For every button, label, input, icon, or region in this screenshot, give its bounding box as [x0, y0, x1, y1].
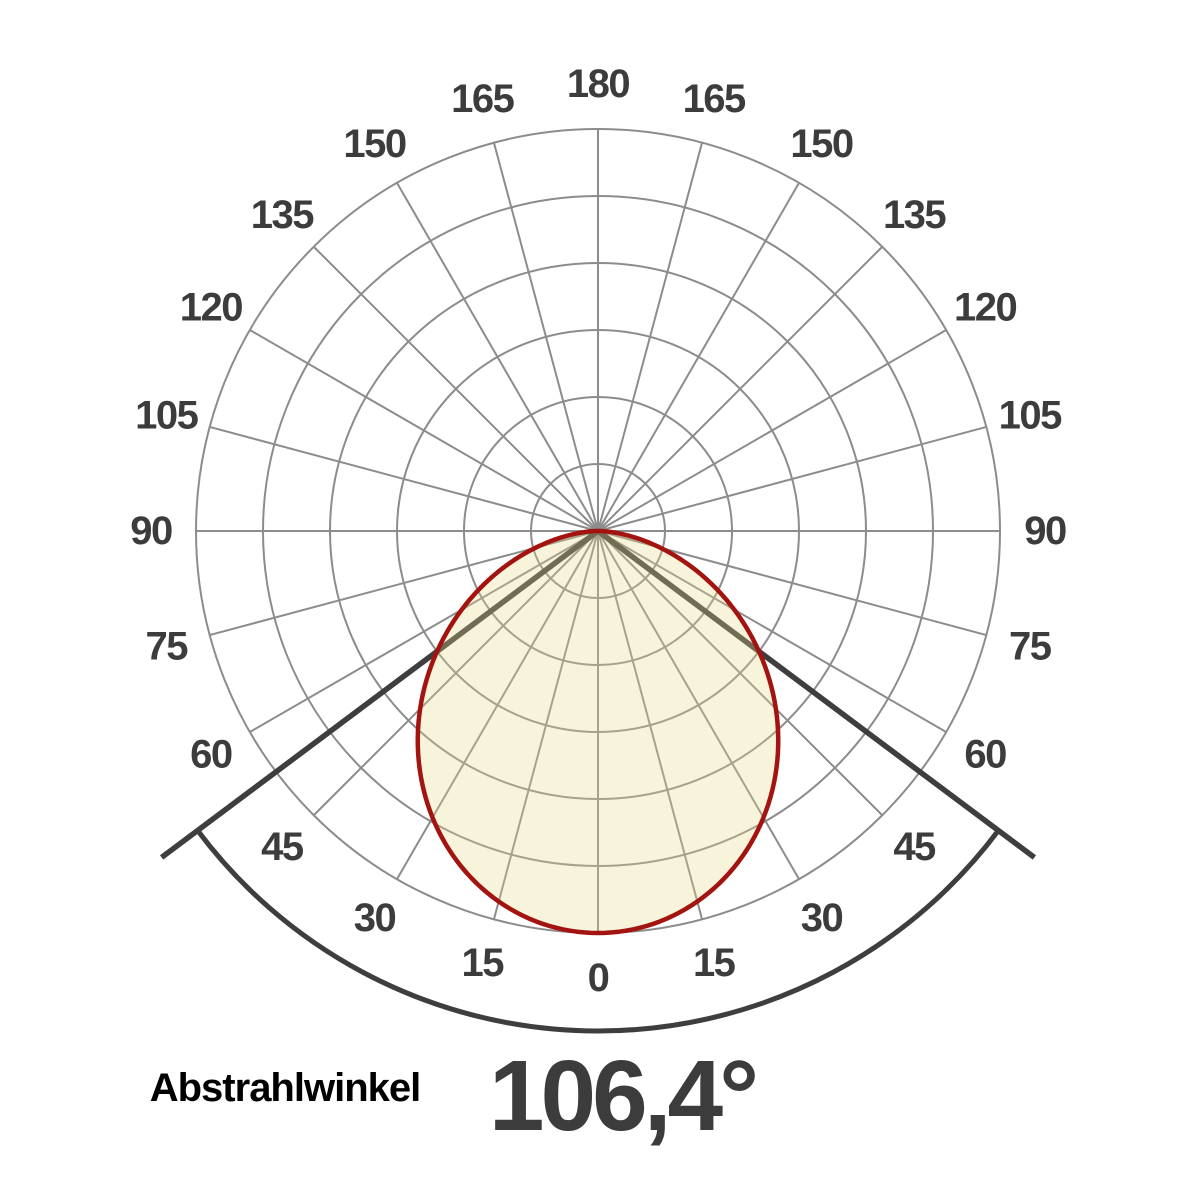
grid-spoke	[492, 530, 599, 920]
angle-tick-label: 75	[145, 625, 188, 669]
grid-spoke	[396, 182, 599, 532]
angle-tick-labels: 0 15 15 30 30 45 45 60 60 75 75 90 90 105 105 120 120 135…	[130, 62, 1067, 1000]
grid-spoke	[209, 425, 599, 532]
angle-tick-label: 150	[790, 122, 852, 166]
angle-tick-label: 30	[801, 896, 843, 940]
angle-tick-label: 120	[180, 286, 242, 330]
grid-spoke	[313, 246, 599, 532]
grid-spoke	[597, 530, 704, 920]
angle-tick-label: 60	[190, 733, 232, 777]
angle-tick-label: 60	[964, 733, 1006, 777]
angle-tick-label: 150	[343, 122, 405, 166]
grid-spoke	[597, 329, 947, 532]
grid-spoke	[492, 142, 599, 532]
beam-angle-line	[596, 528, 1037, 860]
grid-spoke	[597, 530, 947, 733]
grid-spoke	[597, 182, 800, 532]
grid-spoke	[313, 530, 599, 816]
grid-spoke	[597, 425, 987, 532]
beam-angle-arc	[195, 829, 1001, 1034]
angle-tick-label: 0	[588, 956, 609, 1000]
grid-spoke	[597, 530, 800, 880]
angle-tick-label: 165	[683, 77, 746, 121]
angle-tick-label: 45	[261, 825, 304, 869]
angle-tick-label: 90	[130, 509, 172, 553]
grid-spoke	[396, 530, 599, 880]
angle-tick-label: 45	[893, 825, 936, 869]
angle-tick-label: 135	[883, 193, 946, 237]
beam-angle-line	[159, 528, 600, 860]
grid-spoke	[249, 329, 599, 532]
angle-tick-label: 180	[567, 62, 629, 106]
angle-tick-label: 120	[954, 286, 1016, 330]
polar-grid	[195, 128, 1001, 934]
grid-spoke	[597, 246, 883, 532]
angle-tick-label: 15	[462, 941, 505, 985]
angle-tick-label: 75	[1009, 625, 1052, 669]
beam-angle-value: 106,4°	[488, 1040, 759, 1152]
angle-tick-label: 90	[1024, 509, 1066, 553]
angle-tick-label: 15	[693, 941, 736, 985]
angle-tick-label: 165	[451, 77, 514, 121]
beam-angle-label: Abstrahlwinkel	[149, 1066, 422, 1110]
angle-tick-label: 30	[354, 896, 396, 940]
angle-tick-label: 135	[251, 193, 314, 237]
angle-tick-label: 105	[135, 393, 198, 437]
beam-angle-markers	[159, 528, 1037, 1034]
grid-spoke	[597, 142, 704, 532]
angle-tick-label: 105	[999, 393, 1062, 437]
intensity-lobe	[415, 528, 781, 936]
grid-spoke	[249, 530, 599, 733]
grid-spoke	[597, 530, 883, 816]
